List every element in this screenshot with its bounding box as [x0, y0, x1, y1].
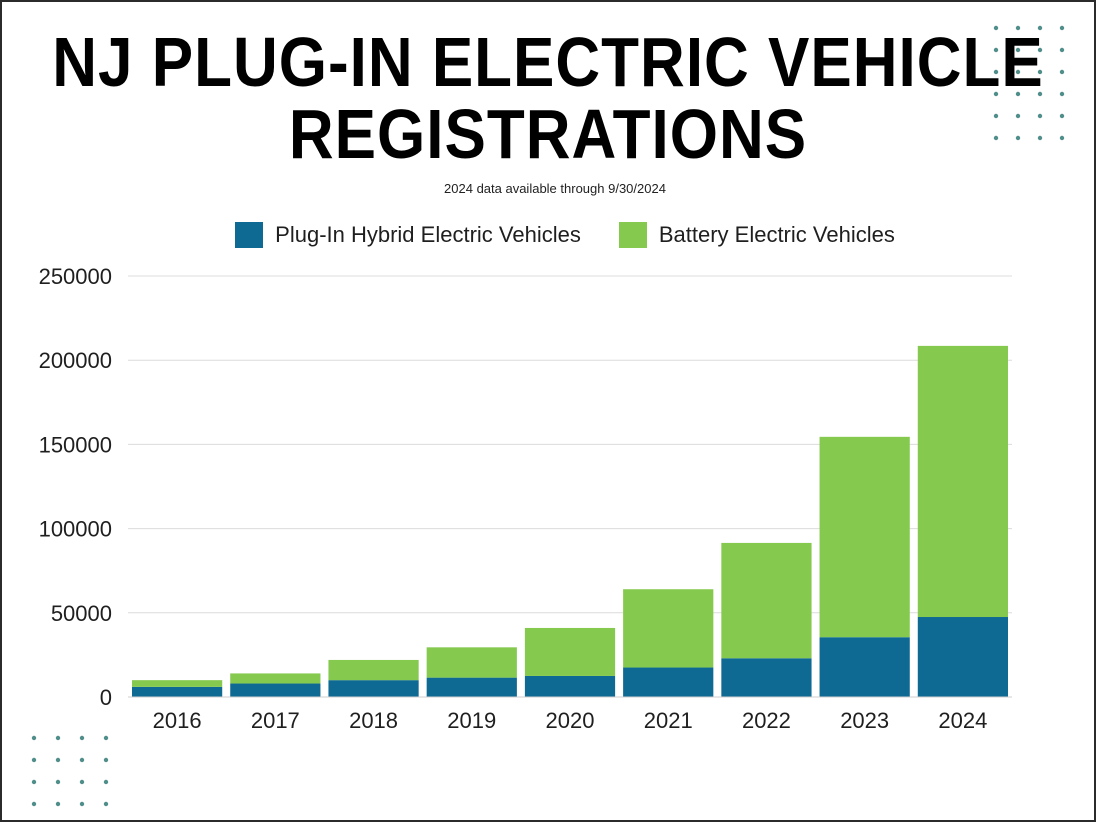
legend-swatch-phev	[235, 222, 264, 248]
decorative-dot	[1037, 69, 1043, 75]
decorative-dot	[1037, 135, 1043, 141]
decorative-dot	[79, 801, 85, 807]
decorative-dot	[1059, 91, 1065, 97]
bar-bev-2022	[721, 542, 812, 659]
bar-bev-2024	[917, 345, 1008, 618]
decorative-dot	[31, 757, 37, 763]
bar-phev-2022	[721, 658, 812, 697]
decorative-dot	[1037, 47, 1043, 53]
decorative-dot	[55, 757, 61, 763]
decorative-dot	[1015, 25, 1021, 31]
decorative-dot	[993, 47, 999, 53]
decorative-dot	[993, 135, 999, 141]
y-tick-label-100000: 100000	[39, 517, 112, 542]
bar-bev-2019	[426, 647, 517, 678]
x-tick-label-2021: 2021	[644, 708, 693, 733]
bar-phev-2016	[132, 686, 223, 697]
decorative-dot	[993, 69, 999, 75]
bar-phev-2017	[230, 683, 321, 697]
decorative-dots-top-right	[993, 25, 1065, 141]
y-tick-label-200000: 200000	[39, 348, 112, 373]
decorative-dot	[31, 735, 37, 741]
decorative-dot	[55, 801, 61, 807]
decorative-dot	[31, 801, 37, 807]
bar-phev-2024	[917, 617, 1008, 697]
decorative-dot	[31, 779, 37, 785]
decorative-dot	[1059, 69, 1065, 75]
bar-phev-2021	[623, 667, 714, 697]
decorative-dot	[1037, 25, 1043, 31]
y-tick-label-250000: 250000	[39, 264, 112, 289]
decorative-dot	[993, 113, 999, 119]
bar-bev-2021	[623, 589, 714, 668]
x-tick-label-2017: 2017	[251, 708, 300, 733]
chart-legend: Plug-In Hybrid Electric Vehicles Battery…	[0, 222, 1096, 248]
decorative-dot	[1015, 113, 1021, 119]
bar-bev-2023	[819, 436, 910, 638]
decorative-dot	[1037, 113, 1043, 119]
bar-phev-2020	[524, 675, 616, 697]
decorative-dot	[993, 91, 999, 97]
decorative-dot	[103, 757, 109, 763]
decorative-dot	[79, 779, 85, 785]
decorative-dot	[1059, 47, 1065, 53]
decorative-dot	[1037, 91, 1043, 97]
x-tick-label-2022: 2022	[742, 708, 791, 733]
bar-phev-2018	[328, 680, 419, 697]
legend-item-phev: Plug-In Hybrid Electric Vehicles	[235, 222, 581, 248]
decorative-dots-bottom-left	[31, 735, 109, 807]
x-tick-label-2024: 2024	[938, 708, 987, 733]
legend-label-phev: Plug-In Hybrid Electric Vehicles	[275, 222, 581, 247]
decorative-dot	[1059, 25, 1065, 31]
chart-title: NJ PLUG-IN ELECTRIC VEHICLE REGISTRATION…	[0, 24, 1096, 174]
decorative-dot	[103, 801, 109, 807]
x-tick-label-2016: 2016	[153, 708, 202, 733]
x-tick-label-2018: 2018	[349, 708, 398, 733]
decorative-dot	[55, 779, 61, 785]
decorative-dot	[103, 779, 109, 785]
decorative-dot	[1015, 91, 1021, 97]
decorative-dot	[1015, 69, 1021, 75]
decorative-dot	[55, 735, 61, 741]
legend-label-bev: Battery Electric Vehicles	[658, 222, 895, 247]
bar-phev-2023	[819, 637, 910, 697]
chart-title-line-1: NJ PLUG-IN ELECTRIC VEHICLE	[52, 24, 1044, 102]
decorative-dot	[1059, 113, 1065, 119]
decorative-dot	[1015, 135, 1021, 141]
bar-bev-2018	[328, 659, 419, 681]
chart-subtitle: 2024 data available through 9/30/2024	[444, 181, 666, 196]
decorative-dot	[79, 757, 85, 763]
legend-swatch-bev	[618, 222, 647, 248]
bar-bev-2016	[132, 680, 223, 687]
chart-title-line-2: REGISTRATIONS	[288, 96, 808, 174]
x-tick-label-2019: 2019	[447, 708, 496, 733]
decorative-dot	[103, 735, 109, 741]
decorative-dot	[1015, 47, 1021, 53]
decorative-dot	[993, 25, 999, 31]
decorative-dot	[1059, 135, 1065, 141]
y-tick-label-0: 0	[100, 685, 112, 710]
x-tick-label-2023: 2023	[840, 708, 889, 733]
legend-item-bev: Battery Electric Vehicles	[618, 222, 895, 248]
y-tick-label-50000: 50000	[51, 601, 112, 626]
bar-bev-2017	[230, 673, 321, 684]
bar-phev-2019	[426, 677, 517, 697]
x-tick-label-2020: 2020	[546, 708, 595, 733]
y-tick-label-150000: 150000	[39, 432, 112, 457]
decorative-dot	[79, 735, 85, 741]
bar-bev-2020	[524, 627, 616, 676]
